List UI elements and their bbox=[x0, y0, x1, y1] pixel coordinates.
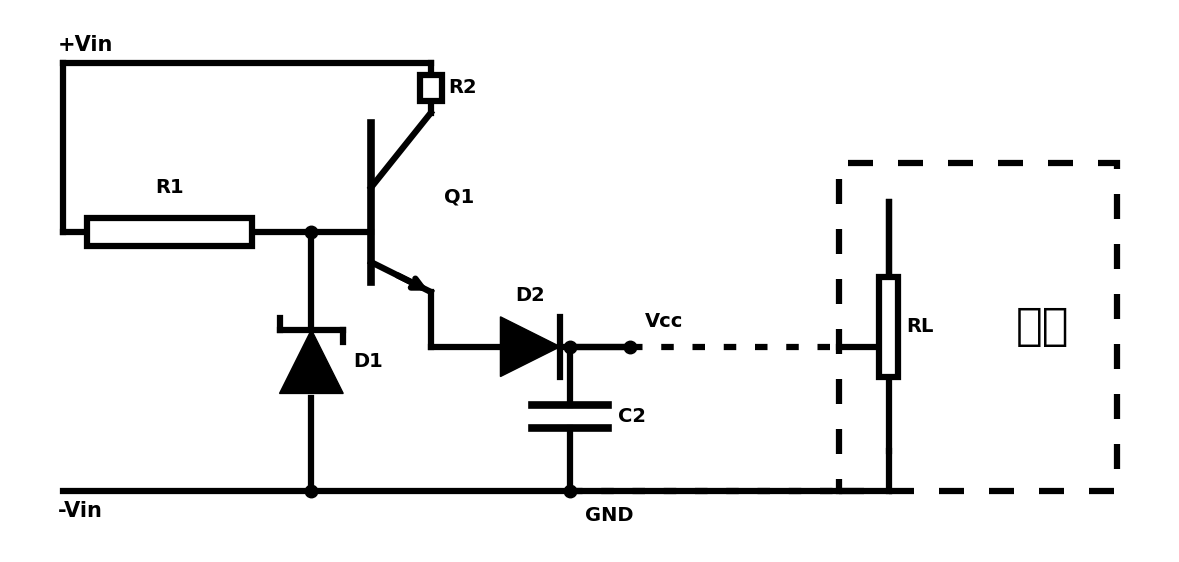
Text: Vcc: Vcc bbox=[645, 312, 683, 331]
Text: D2: D2 bbox=[515, 286, 545, 305]
Bar bbox=[87, 218, 251, 246]
Text: 负载: 负载 bbox=[1016, 305, 1069, 348]
Text: R2: R2 bbox=[449, 79, 477, 97]
Text: GND: GND bbox=[585, 506, 633, 525]
Text: +Vin: +Vin bbox=[58, 35, 113, 55]
Bar bbox=[838, 162, 1118, 491]
Text: D1: D1 bbox=[354, 352, 383, 371]
Text: -Vin: -Vin bbox=[58, 501, 103, 521]
Bar bbox=[878, 277, 898, 377]
Polygon shape bbox=[279, 330, 343, 393]
Bar bbox=[420, 75, 442, 101]
Text: R1: R1 bbox=[156, 178, 184, 197]
Text: C2: C2 bbox=[618, 407, 646, 426]
Text: RL: RL bbox=[907, 318, 934, 336]
Polygon shape bbox=[500, 317, 560, 377]
Text: Q1: Q1 bbox=[443, 188, 474, 207]
